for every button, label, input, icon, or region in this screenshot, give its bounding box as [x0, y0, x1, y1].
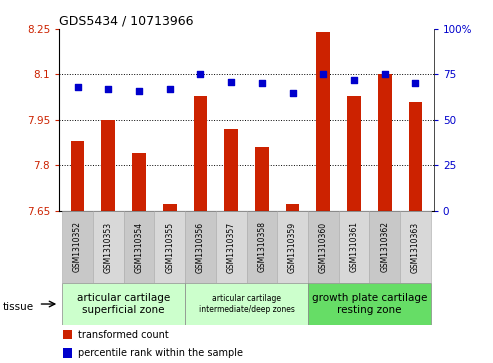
Bar: [400, 211, 431, 283]
Text: percentile rank within the sample: percentile rank within the sample: [78, 348, 243, 358]
Text: GSM1310358: GSM1310358: [257, 221, 266, 272]
Point: [381, 72, 388, 77]
Bar: [163, 204, 176, 211]
Text: GSM1310357: GSM1310357: [227, 221, 236, 273]
Text: transformed count: transformed count: [78, 330, 169, 340]
Bar: [216, 211, 246, 283]
Bar: [62, 211, 93, 283]
Point: [258, 81, 266, 86]
Bar: [246, 211, 277, 283]
Bar: [369, 211, 400, 283]
Bar: [378, 74, 391, 211]
Point: [288, 90, 296, 95]
Bar: [63, 330, 72, 339]
Text: GSM1310355: GSM1310355: [165, 221, 174, 273]
Text: articular cartilage
intermediate/deep zones: articular cartilage intermediate/deep zo…: [199, 294, 294, 314]
Point: [105, 86, 112, 92]
Point: [412, 81, 420, 86]
Bar: [70, 141, 84, 211]
Text: GSM1310352: GSM1310352: [73, 221, 82, 272]
Point: [197, 72, 205, 77]
Bar: [93, 211, 124, 283]
Bar: [339, 211, 369, 283]
Text: GSM1310361: GSM1310361: [350, 221, 358, 272]
Bar: [63, 348, 72, 358]
Bar: [185, 283, 308, 325]
Text: GSM1310359: GSM1310359: [288, 221, 297, 273]
Bar: [102, 120, 115, 211]
Bar: [224, 129, 238, 211]
Bar: [185, 211, 216, 283]
Bar: [194, 95, 208, 211]
Text: GSM1310356: GSM1310356: [196, 221, 205, 273]
Text: GSM1310354: GSM1310354: [135, 221, 143, 273]
Bar: [308, 283, 431, 325]
Point: [227, 79, 235, 85]
Text: GSM1310353: GSM1310353: [104, 221, 113, 273]
Bar: [285, 204, 299, 211]
Text: GDS5434 / 10713966: GDS5434 / 10713966: [59, 15, 194, 28]
Bar: [409, 102, 423, 211]
Text: tissue: tissue: [2, 302, 34, 312]
Bar: [347, 95, 361, 211]
Point: [350, 77, 358, 83]
Bar: [62, 283, 185, 325]
Bar: [255, 147, 269, 211]
Point: [135, 88, 143, 94]
Text: GSM1310360: GSM1310360: [319, 221, 328, 273]
Point: [73, 84, 81, 90]
Bar: [132, 153, 146, 211]
Text: growth plate cartilage
resting zone: growth plate cartilage resting zone: [312, 293, 427, 315]
Point: [166, 86, 174, 92]
Bar: [308, 211, 339, 283]
Text: GSM1310363: GSM1310363: [411, 221, 420, 273]
Bar: [277, 211, 308, 283]
Text: GSM1310362: GSM1310362: [380, 221, 389, 272]
Bar: [124, 211, 154, 283]
Point: [319, 72, 327, 77]
Bar: [317, 32, 330, 211]
Bar: [154, 211, 185, 283]
Text: articular cartilage
superficial zone: articular cartilage superficial zone: [77, 293, 170, 315]
